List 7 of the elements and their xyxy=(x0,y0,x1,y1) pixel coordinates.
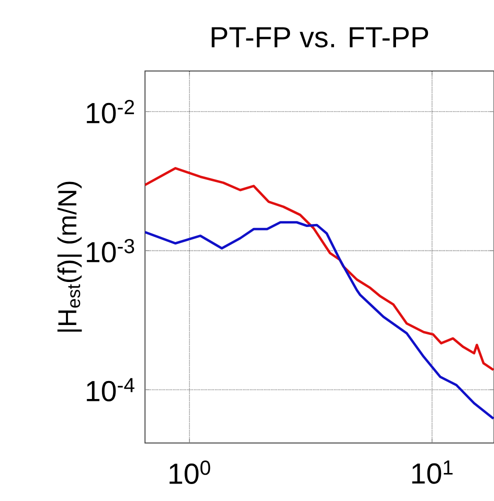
chart-title: PT-FP vs. FT-PP xyxy=(212,27,428,48)
x-tick-label: 10$^{0}$ xyxy=(170,460,210,484)
y-tick-label: 10$^{-4}$ xyxy=(86,378,134,402)
x-tick-label: 10$^{1}$ xyxy=(412,460,453,484)
y-tick-label: 10$^{-2}$ xyxy=(86,100,134,124)
y-tick-label: 10$^{-3}$ xyxy=(86,238,134,262)
y-axis-title: |H$_{est}$(f)| (m/N) xyxy=(57,182,82,332)
